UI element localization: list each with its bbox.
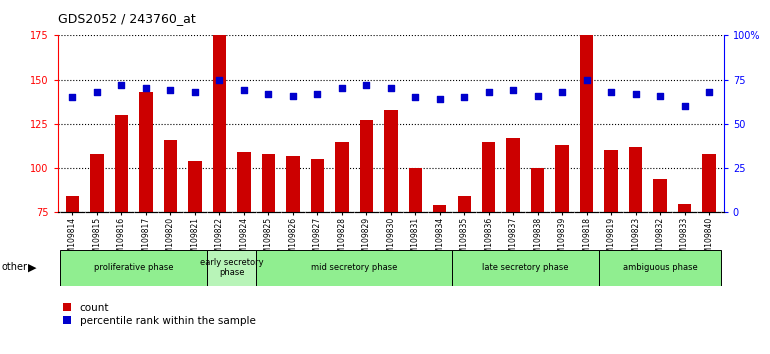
Point <box>458 95 470 100</box>
Point <box>605 89 618 95</box>
Point <box>164 87 176 93</box>
Bar <box>531 168 544 212</box>
Bar <box>256 250 452 286</box>
Text: ▶: ▶ <box>28 262 36 272</box>
Point <box>581 77 593 82</box>
Bar <box>457 196 471 212</box>
Point <box>336 86 348 91</box>
Bar <box>286 156 300 212</box>
Bar <box>409 168 422 212</box>
Text: other: other <box>2 262 28 272</box>
Point <box>630 91 642 97</box>
Bar <box>580 35 594 212</box>
Bar <box>452 250 599 286</box>
Bar <box>60 250 207 286</box>
Point <box>189 89 201 95</box>
Bar <box>507 138 520 212</box>
Bar <box>310 159 324 212</box>
Bar <box>654 179 667 212</box>
Point <box>703 89 715 95</box>
Point <box>262 91 274 97</box>
Bar <box>629 147 642 212</box>
Bar <box>555 145 569 212</box>
Bar <box>360 120 373 212</box>
Bar <box>262 154 275 212</box>
Point <box>556 89 568 95</box>
Bar <box>599 250 721 286</box>
Point <box>409 95 421 100</box>
Point <box>483 89 495 95</box>
Bar <box>335 142 349 212</box>
Point <box>311 91 323 97</box>
Bar <box>678 204 691 212</box>
Bar <box>139 92 152 212</box>
Text: GDS2052 / 243760_at: GDS2052 / 243760_at <box>58 12 196 25</box>
Point <box>654 93 666 98</box>
Text: early secretory
phase: early secretory phase <box>199 258 263 277</box>
Point <box>116 82 128 88</box>
Point <box>213 77 226 82</box>
Legend: count, percentile rank within the sample: count, percentile rank within the sample <box>63 303 256 326</box>
Point <box>678 103 691 109</box>
Bar <box>164 140 177 212</box>
Bar <box>384 110 397 212</box>
Point <box>139 86 152 91</box>
Bar <box>213 35 226 212</box>
Point <box>286 93 299 98</box>
Text: late secretory phase: late secretory phase <box>482 263 569 272</box>
Bar <box>702 154 716 212</box>
Bar <box>115 115 128 212</box>
Bar <box>482 142 495 212</box>
Point <box>360 82 373 88</box>
Point <box>384 86 397 91</box>
Point <box>66 95 79 100</box>
Bar <box>207 250 256 286</box>
Bar <box>237 152 250 212</box>
Bar <box>604 150 618 212</box>
Text: mid secretory phase: mid secretory phase <box>311 263 397 272</box>
Bar <box>188 161 202 212</box>
Text: proliferative phase: proliferative phase <box>94 263 173 272</box>
Point <box>238 87 250 93</box>
Point <box>507 87 520 93</box>
Bar <box>90 154 104 212</box>
Point <box>91 89 103 95</box>
Point <box>531 93 544 98</box>
Bar <box>433 205 447 212</box>
Text: ambiguous phase: ambiguous phase <box>623 263 698 272</box>
Bar <box>65 196 79 212</box>
Point <box>434 96 446 102</box>
